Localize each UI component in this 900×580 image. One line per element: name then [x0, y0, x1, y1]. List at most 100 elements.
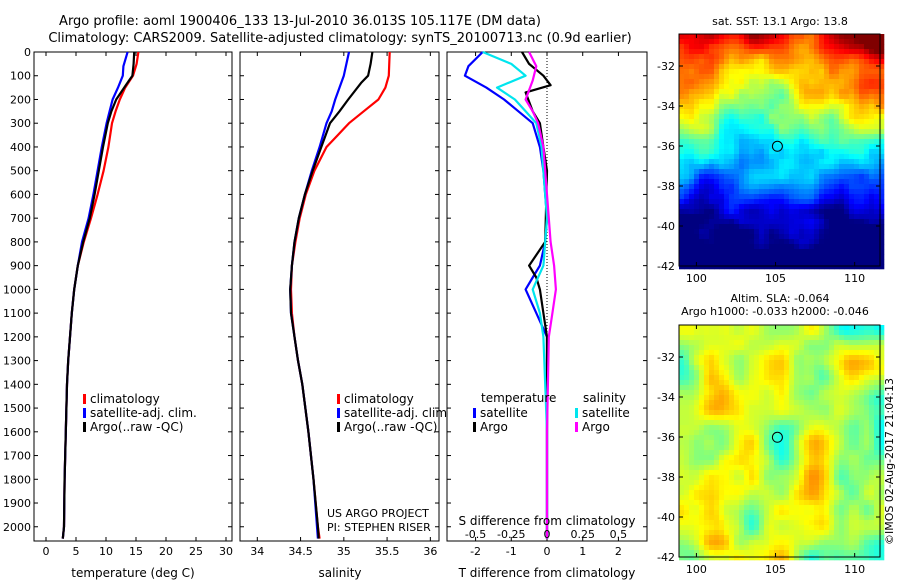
map-cell: [679, 199, 685, 205]
map-cell: [689, 410, 695, 416]
map-cell: [694, 109, 700, 115]
map-cell: [784, 370, 790, 376]
map-cell: [874, 44, 880, 50]
map-cell: [854, 84, 860, 90]
map-cell: [794, 485, 800, 491]
y-tick-label: 0: [24, 46, 31, 59]
map-cell: [869, 64, 875, 70]
map-cell: [719, 69, 725, 75]
map-cell: [814, 475, 820, 481]
map-cell: [699, 520, 705, 526]
map-cell: [749, 360, 755, 366]
credit-line-2: PI: STEPHEN RISER: [327, 521, 431, 534]
map-cell: [724, 440, 730, 446]
map-cell: [864, 510, 870, 516]
map-cell: [839, 370, 845, 376]
map-cell: [859, 214, 865, 220]
legend-swatch: [337, 422, 340, 432]
map-cell: [839, 395, 845, 401]
map-cell: [789, 450, 795, 456]
map-cell: [819, 54, 825, 60]
map-cell: [764, 380, 770, 386]
map-cell: [744, 330, 750, 336]
map-cell: [759, 239, 765, 245]
map-cell: [754, 395, 760, 401]
map-cell: [689, 405, 695, 411]
map-cell: [774, 345, 780, 351]
map-cell: [719, 365, 725, 371]
map-cell: [874, 400, 880, 406]
map-cell: [849, 510, 855, 516]
map-cell: [879, 44, 885, 50]
map-cell: [814, 335, 820, 341]
map-cell: [714, 264, 720, 270]
map-cell: [824, 119, 830, 125]
map-cell: [714, 229, 720, 235]
map-cell: [804, 79, 810, 85]
map-cell: [709, 169, 715, 175]
map-cell: [859, 495, 865, 501]
map-cell: [804, 139, 810, 145]
map-cell: [749, 330, 755, 336]
map-cell: [874, 159, 880, 165]
map-cell: [764, 104, 770, 110]
map-cell: [709, 490, 715, 496]
map-cell: [729, 94, 735, 100]
map-cell: [739, 209, 745, 215]
map-cell: [694, 515, 700, 521]
map-cell: [739, 415, 745, 421]
map-cell: [844, 485, 850, 491]
map-cell: [849, 154, 855, 160]
map-cell: [744, 159, 750, 165]
map-cell: [789, 79, 795, 85]
map-cell: [714, 490, 720, 496]
map-cell: [814, 520, 820, 526]
map-cell: [729, 44, 735, 50]
map-cell: [729, 325, 735, 331]
map-cell: [799, 244, 805, 250]
map-cell: [784, 335, 790, 341]
map-cell: [689, 149, 695, 155]
map-cell: [744, 99, 750, 105]
map-cell: [699, 264, 705, 270]
map-cell: [739, 164, 745, 170]
map-cell: [729, 219, 735, 225]
map-cell: [759, 380, 765, 386]
map-cell: [819, 114, 825, 120]
map-cell: [729, 224, 735, 230]
map-cell: [879, 209, 885, 215]
legend-label: climatology: [344, 392, 414, 406]
map-cell: [869, 119, 875, 125]
map-cell: [734, 259, 740, 265]
map-cell: [719, 34, 725, 40]
map-cell: [774, 154, 780, 160]
map-cell: [819, 325, 825, 331]
map-cell: [874, 380, 880, 386]
map-cell: [864, 480, 870, 486]
map-cell: [679, 395, 685, 401]
map-cell: [689, 39, 695, 45]
map-cell: [684, 39, 690, 45]
map-cell: [834, 420, 840, 426]
map-cell: [699, 59, 705, 65]
map-cell: [679, 385, 685, 391]
map-cell: [849, 64, 855, 70]
map-cell: [799, 435, 805, 441]
map-cell: [809, 99, 815, 105]
map-cell: [744, 510, 750, 516]
map-cell: [689, 164, 695, 170]
map-cell: [869, 530, 875, 536]
map-cell: [734, 475, 740, 481]
map-cell: [864, 415, 870, 421]
map-cell: [819, 465, 825, 471]
map-cell: [834, 515, 840, 521]
map-cell: [684, 520, 690, 526]
map-cell: [874, 94, 880, 100]
map-cell: [844, 400, 850, 406]
map-cell: [699, 480, 705, 486]
map-cell: [699, 144, 705, 150]
map-cell: [719, 154, 725, 160]
map-cell: [714, 194, 720, 200]
map-cell: [834, 415, 840, 421]
map-cell: [874, 405, 880, 411]
